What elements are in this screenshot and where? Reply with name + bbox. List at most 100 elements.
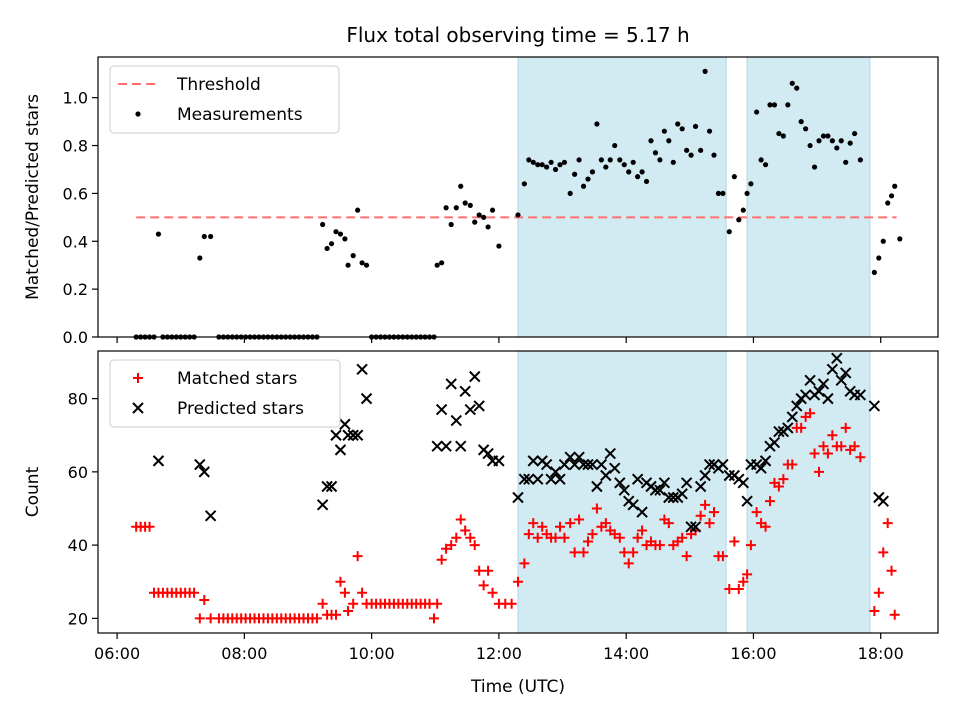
data-point [537, 521, 548, 532]
data-point [868, 400, 881, 412]
legend-frame [109, 359, 341, 428]
data-point [194, 613, 205, 624]
data-point [635, 174, 641, 180]
data-point [748, 181, 754, 187]
data-point [670, 159, 676, 165]
data-point [776, 130, 782, 137]
data-point [822, 448, 833, 459]
data-point [518, 473, 531, 485]
data-point [758, 157, 764, 163]
data-point [493, 455, 505, 467]
y-tick-label: 0.0 [63, 328, 88, 347]
data-point [617, 157, 623, 163]
data-point [363, 262, 370, 268]
data-point [829, 138, 835, 144]
data-point [569, 547, 580, 558]
data-point [818, 441, 829, 452]
data-point [549, 466, 562, 478]
data-point [545, 473, 557, 485]
legend-marker [133, 373, 143, 383]
data-point [600, 518, 611, 529]
data-point [888, 193, 895, 199]
data-point [325, 480, 338, 493]
data-point [565, 518, 576, 529]
data-point [568, 458, 581, 471]
data-point [736, 217, 742, 223]
data-point [704, 518, 715, 529]
data-point [843, 159, 849, 165]
data-point [826, 363, 839, 376]
data-point [630, 159, 636, 165]
data-point [567, 190, 573, 197]
data-point [715, 190, 722, 197]
data-point [357, 587, 368, 598]
data-point [351, 429, 364, 441]
data-point [751, 507, 762, 518]
data-point [612, 142, 618, 149]
data-point [482, 447, 494, 460]
data-point [469, 540, 480, 551]
data-point [359, 260, 365, 266]
data-point [852, 130, 858, 137]
data-point [626, 169, 632, 175]
y-tick-label: 60 [68, 463, 88, 482]
y-tick-label: 80 [68, 390, 88, 409]
data-point [882, 518, 893, 529]
data-point [555, 521, 565, 532]
data-point [836, 441, 847, 452]
data-point [798, 119, 804, 125]
data-point [639, 169, 645, 175]
data-point [740, 207, 746, 213]
data-point [600, 469, 612, 482]
data-point [550, 532, 561, 543]
data-point [767, 102, 773, 108]
data-point [512, 491, 524, 504]
data-point [831, 352, 843, 365]
y-tick-label: 0.8 [63, 137, 88, 156]
data-point [342, 236, 348, 242]
data-point [709, 507, 719, 518]
data-point [564, 451, 576, 463]
y-tick-label: 0.6 [63, 184, 88, 203]
data-point [455, 514, 466, 525]
data-point [835, 374, 847, 387]
data-point [681, 551, 692, 562]
data-point [791, 400, 803, 412]
data-point [586, 458, 599, 471]
legend: Threshold Measurements [109, 65, 340, 134]
x-tick-label: 06:00 [94, 644, 140, 663]
data-point [554, 473, 566, 485]
y-tick-label: 20 [68, 609, 88, 628]
data-point [676, 488, 688, 500]
bottom-panel: 20 40 60 80 06:00 08:00 10:00 12:00 14:00 16:00 18… [23, 350, 939, 663]
data-point [208, 233, 214, 240]
data-point [464, 403, 476, 416]
data-point [741, 495, 753, 507]
data-point [717, 551, 728, 562]
observing-window-1 [746, 56, 871, 338]
data-point [811, 164, 818, 170]
figure-title: Flux total observing time = 5.17 h [346, 23, 689, 47]
data-point [455, 440, 467, 452]
data-point [345, 262, 351, 268]
data-point [487, 587, 498, 598]
data-point [339, 418, 351, 430]
data-point [331, 609, 341, 620]
x-tick-label: 18:00 [858, 644, 904, 663]
data-point [194, 458, 206, 471]
data-point [787, 459, 798, 470]
data-point [803, 126, 809, 132]
data-point [689, 521, 702, 533]
data-point [677, 532, 688, 543]
data-point [804, 374, 816, 387]
data-point [591, 480, 603, 493]
data-point [840, 422, 851, 433]
data-point [557, 162, 563, 168]
data-point [667, 491, 679, 504]
data-point [540, 458, 553, 471]
data-point [204, 510, 217, 522]
data-point [559, 532, 570, 543]
data-point [759, 455, 772, 467]
data-point [328, 241, 335, 247]
y-tick-label: 40 [68, 536, 88, 555]
